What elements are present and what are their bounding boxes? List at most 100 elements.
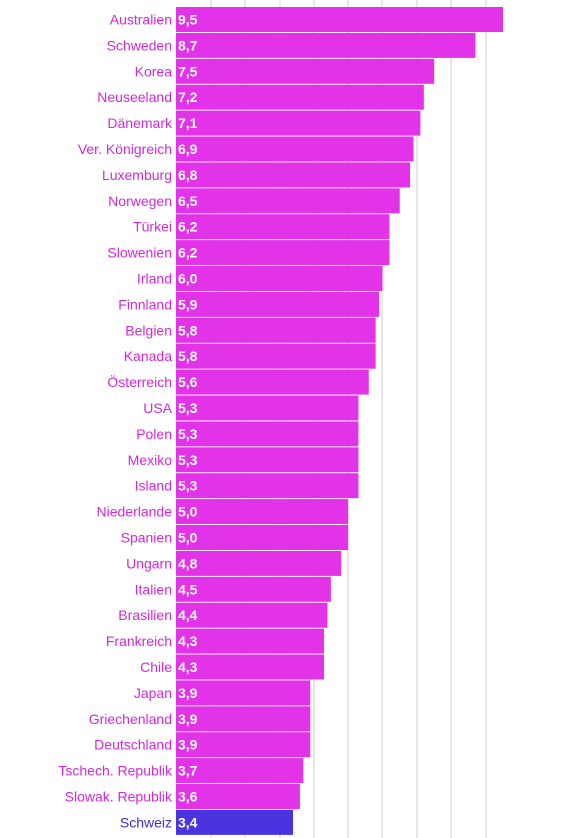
value-label-kanada: 5,8 xyxy=(178,348,198,364)
bar-griechenland xyxy=(176,706,311,732)
bar-neuseeland xyxy=(176,84,424,110)
category-label-turkei: Türkei xyxy=(133,219,172,235)
value-label-griechenland: 3,9 xyxy=(178,711,198,727)
value-label-polen: 5,3 xyxy=(178,426,198,442)
category-label-danemark: Dänemark xyxy=(107,115,173,131)
category-label-island: Island xyxy=(135,478,172,494)
value-label-finnland: 5,9 xyxy=(178,296,198,312)
value-label-niederlande: 5,0 xyxy=(178,504,198,520)
category-label-belgien: Belgien xyxy=(125,322,172,338)
bar-spanien xyxy=(176,525,349,550)
bar-korea xyxy=(176,58,435,84)
bars xyxy=(176,7,503,835)
value-label-deutschland: 3,9 xyxy=(178,737,198,753)
bar-deutschland xyxy=(176,732,311,758)
bar-polen xyxy=(176,421,359,447)
category-label-norwegen: Norwegen xyxy=(108,193,172,209)
category-label-australien: Australien xyxy=(110,12,172,28)
value-label-mexiko: 5,3 xyxy=(178,452,198,468)
bar-danemark xyxy=(176,110,421,136)
category-label-schweiz: Schweiz xyxy=(120,814,172,830)
category-labels: Australien Schweden Korea Neuseeland Dänemar… xyxy=(58,12,173,831)
bar-belgien xyxy=(176,317,376,343)
bar-schweiz xyxy=(176,809,294,835)
category-label-deutschland: Deutschland xyxy=(94,737,172,753)
category-label-italien: Italien xyxy=(135,581,172,597)
value-label-slowak-republik: 3,6 xyxy=(178,789,198,805)
bar-japan xyxy=(176,680,311,706)
bar-niederlande xyxy=(176,499,349,525)
category-label-slowenien: Slowenien xyxy=(107,245,172,261)
category-label-korea: Korea xyxy=(135,63,173,79)
value-label-spanien: 5,0 xyxy=(178,530,198,546)
bar-kanada xyxy=(176,343,376,369)
category-label-finnland: Finnland xyxy=(118,296,172,312)
category-label-griechenland: Griechenland xyxy=(89,711,172,727)
bar-mexiko xyxy=(176,447,359,473)
bar-slowenien xyxy=(176,240,390,266)
value-label-usa: 5,3 xyxy=(178,400,198,416)
bar-australien xyxy=(176,7,503,32)
value-label-luxemburg: 6,8 xyxy=(178,167,198,183)
bar-ungarn xyxy=(176,550,342,576)
bar-brasilien xyxy=(176,602,328,628)
category-label-chile: Chile xyxy=(140,659,172,675)
category-label-polen: Polen xyxy=(136,426,172,442)
value-label-japan: 3,9 xyxy=(178,685,198,701)
category-label-frankreich: Frankreich xyxy=(106,633,172,649)
category-label-luxemburg: Luxemburg xyxy=(102,167,172,183)
bar-italien xyxy=(176,576,331,602)
value-label-norwegen: 6,5 xyxy=(178,193,198,209)
value-label-belgien: 5,8 xyxy=(178,322,198,338)
value-label-korea: 7,5 xyxy=(178,63,198,79)
category-label-ungarn: Ungarn xyxy=(126,555,172,571)
value-label-turkei: 6,2 xyxy=(178,219,198,235)
bar-norwegen xyxy=(176,188,400,214)
category-label-tschech-republik: Tschech. Republik xyxy=(58,763,173,779)
bar-tschech-republik xyxy=(176,758,304,784)
category-label-kanada: Kanada xyxy=(124,348,172,364)
value-label-neuseeland: 7,2 xyxy=(178,89,198,105)
bar-frankreich xyxy=(176,628,325,654)
bar-island xyxy=(176,473,359,499)
value-label-schweiz: 3,4 xyxy=(178,814,198,830)
value-label-island: 5,3 xyxy=(178,478,198,494)
bar-osterreich xyxy=(176,369,369,395)
category-label-niederlande: Niederlande xyxy=(97,504,173,520)
value-label-frankreich: 4,3 xyxy=(178,633,198,649)
value-label-ver-konigreich: 6,9 xyxy=(178,141,198,157)
bar-ver-konigreich xyxy=(176,136,414,162)
bar-irland xyxy=(176,266,383,291)
value-labels: 9,5 8,7 7,5 7,2 7,1 6,9 6,8 6,5 6,2 6,2 6,0 5,9 5,8 5… xyxy=(178,12,198,831)
category-label-brasilien: Brasilien xyxy=(118,607,172,623)
bar-finnland xyxy=(176,291,380,317)
category-label-spanien: Spanien xyxy=(121,530,172,546)
category-label-slowak-republik: Slowak. Republik xyxy=(65,789,173,805)
bar-slowak-republik xyxy=(176,784,300,809)
value-label-brasilien: 4,4 xyxy=(178,607,198,623)
bar-luxemburg xyxy=(176,162,411,188)
value-label-danemark: 7,1 xyxy=(178,115,198,131)
category-label-japan: Japan xyxy=(134,685,172,701)
category-label-ver-konigreich: Ver. Königreich xyxy=(78,141,172,157)
value-label-ungarn: 4,8 xyxy=(178,555,198,571)
value-label-schweden: 8,7 xyxy=(178,37,198,53)
category-label-osterreich: Österreich xyxy=(107,373,172,390)
value-label-italien: 4,5 xyxy=(178,581,198,597)
bar-chile xyxy=(176,654,325,680)
bar-turkei xyxy=(176,214,390,240)
value-label-slowenien: 6,2 xyxy=(178,245,198,261)
category-label-schweden: Schweden xyxy=(107,37,172,53)
value-label-irland: 6,0 xyxy=(178,271,198,287)
value-label-chile: 4,3 xyxy=(178,659,198,675)
category-label-irland: Irland xyxy=(137,271,172,287)
value-label-osterreich: 5,6 xyxy=(178,374,198,390)
bar-usa xyxy=(176,395,359,421)
value-label-australien: 9,5 xyxy=(178,12,198,28)
value-label-tschech-republik: 3,7 xyxy=(178,763,198,779)
category-label-neuseeland: Neuseeland xyxy=(97,89,172,105)
bar-schweden xyxy=(176,32,476,58)
category-label-mexiko: Mexiko xyxy=(128,452,173,468)
category-label-usa: USA xyxy=(143,400,172,416)
